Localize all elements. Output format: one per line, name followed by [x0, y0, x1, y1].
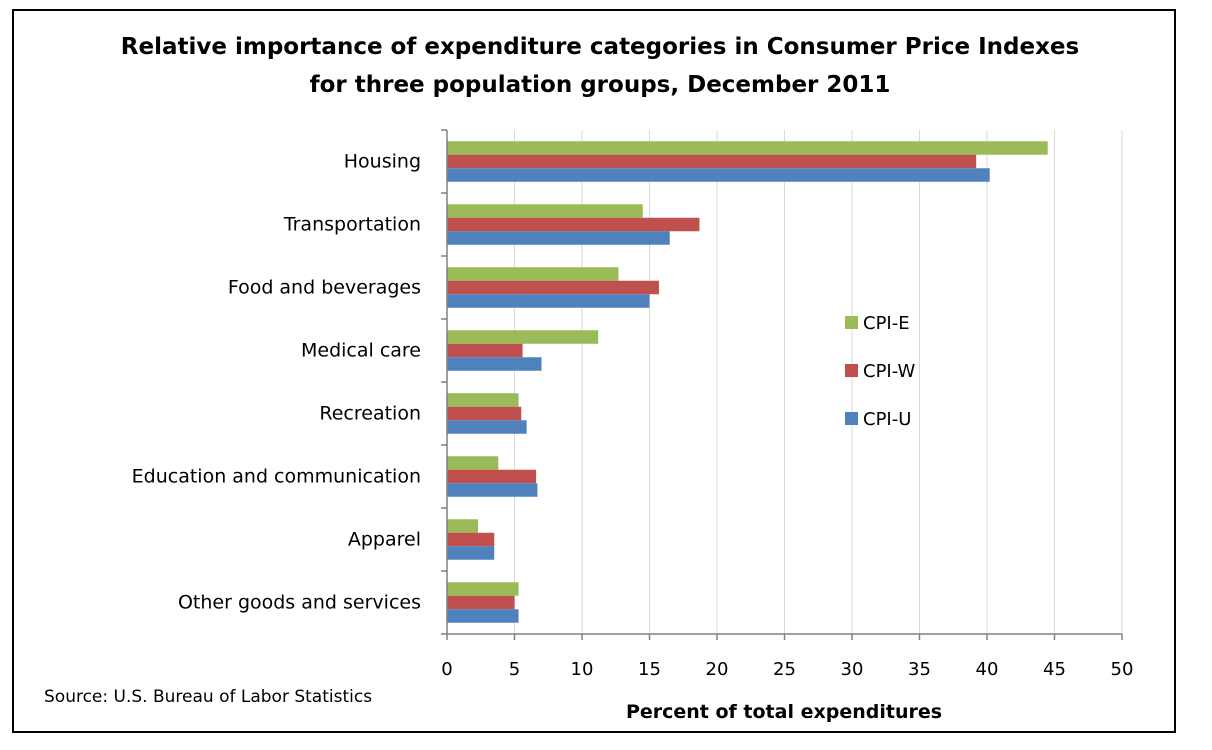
chart-title: Relative importance of expenditure categ…: [120, 34, 1080, 60]
tick-labels: 0 5 10 15 20 25 30 35 40 45 50: [441, 659, 1133, 680]
bar-cpi-u-6: [447, 546, 495, 560]
category-label-6: Apparel: [348, 529, 421, 551]
bar-cpi-e-5: [447, 456, 499, 470]
bar-cpi-e-7: [447, 582, 519, 596]
x-tick-label-50: 50: [1111, 659, 1134, 680]
legend-label-cpi-u: CPI-U: [863, 409, 911, 430]
source-note: Source: U.S. Bureau of Labor Statistics: [44, 687, 373, 707]
bar-cpi-w-6: [447, 532, 495, 547]
bar-cpi-e-0: [447, 141, 1048, 155]
x-tick-label-35: 35: [908, 659, 931, 680]
category-label-1: Transportation: [283, 214, 421, 236]
bar-cpi-e-3: [447, 330, 599, 344]
category-label-4: Recreation: [319, 403, 421, 425]
bar-cpi-u-4: [447, 420, 527, 434]
bars: [447, 141, 1048, 623]
bar-cpi-w-0: [447, 154, 977, 169]
bar-cpi-u-1: [447, 231, 670, 245]
x-tick-label-45: 45: [1043, 659, 1066, 680]
legend-swatch-cpi-e: [845, 316, 858, 329]
x-tick-label-15: 15: [638, 659, 661, 680]
legend-swatch-cpi-w: [845, 364, 858, 377]
bar-cpi-e-2: [447, 267, 619, 281]
legend: CPI-E CPI-W CPI-U: [845, 313, 915, 430]
x-tick-label-10: 10: [571, 659, 594, 680]
x-tick-label-30: 30: [841, 659, 864, 680]
x-tick-label-40: 40: [976, 659, 999, 680]
bar-cpi-w-3: [447, 343, 523, 358]
category-labels: Housing Transportation Food and beverages M…: [132, 151, 421, 614]
bar-cpi-u-5: [447, 483, 538, 497]
category-label-5: Education and communication: [132, 466, 421, 488]
bar-cpi-w-2: [447, 280, 659, 295]
x-tick-label-0: 0: [441, 659, 452, 680]
bar-cpi-w-1: [447, 217, 700, 232]
chart-frame: [12, 9, 1176, 733]
bar-cpi-u-7: [447, 609, 519, 623]
bar-cpi-e-1: [447, 204, 643, 218]
legend-label-cpi-e: CPI-E: [863, 313, 910, 334]
bar-cpi-w-5: [447, 469, 537, 484]
x-tick-label-25: 25: [773, 659, 796, 680]
axes: [441, 129, 1123, 640]
bar-cpi-u-0: [447, 168, 990, 182]
legend-label-cpi-w: CPI-W: [863, 361, 915, 382]
x-axis-label: Percent of total expenditures: [626, 701, 942, 723]
chart-title-block: Relative importance of expenditure categ…: [0, 28, 1200, 104]
bar-cpi-w-7: [447, 595, 515, 610]
chart-subtitle: for three population groups, December 20…: [309, 72, 891, 98]
category-label-2: Food and beverages: [228, 277, 421, 299]
x-tick-label-20: 20: [706, 659, 729, 680]
bar-cpi-e-6: [447, 519, 479, 533]
bar-cpi-e-4: [447, 393, 519, 407]
grid-lines: [514, 130, 1123, 634]
x-tick-label-5: 5: [509, 659, 520, 680]
bar-cpi-u-2: [447, 294, 650, 308]
category-label-7: Other goods and services: [178, 592, 421, 614]
bar-cpi-w-4: [447, 406, 522, 421]
category-label-3: Medical care: [301, 340, 421, 362]
bar-cpi-u-3: [447, 357, 542, 371]
category-label-0: Housing: [344, 151, 421, 173]
legend-swatch-cpi-u: [845, 412, 858, 425]
